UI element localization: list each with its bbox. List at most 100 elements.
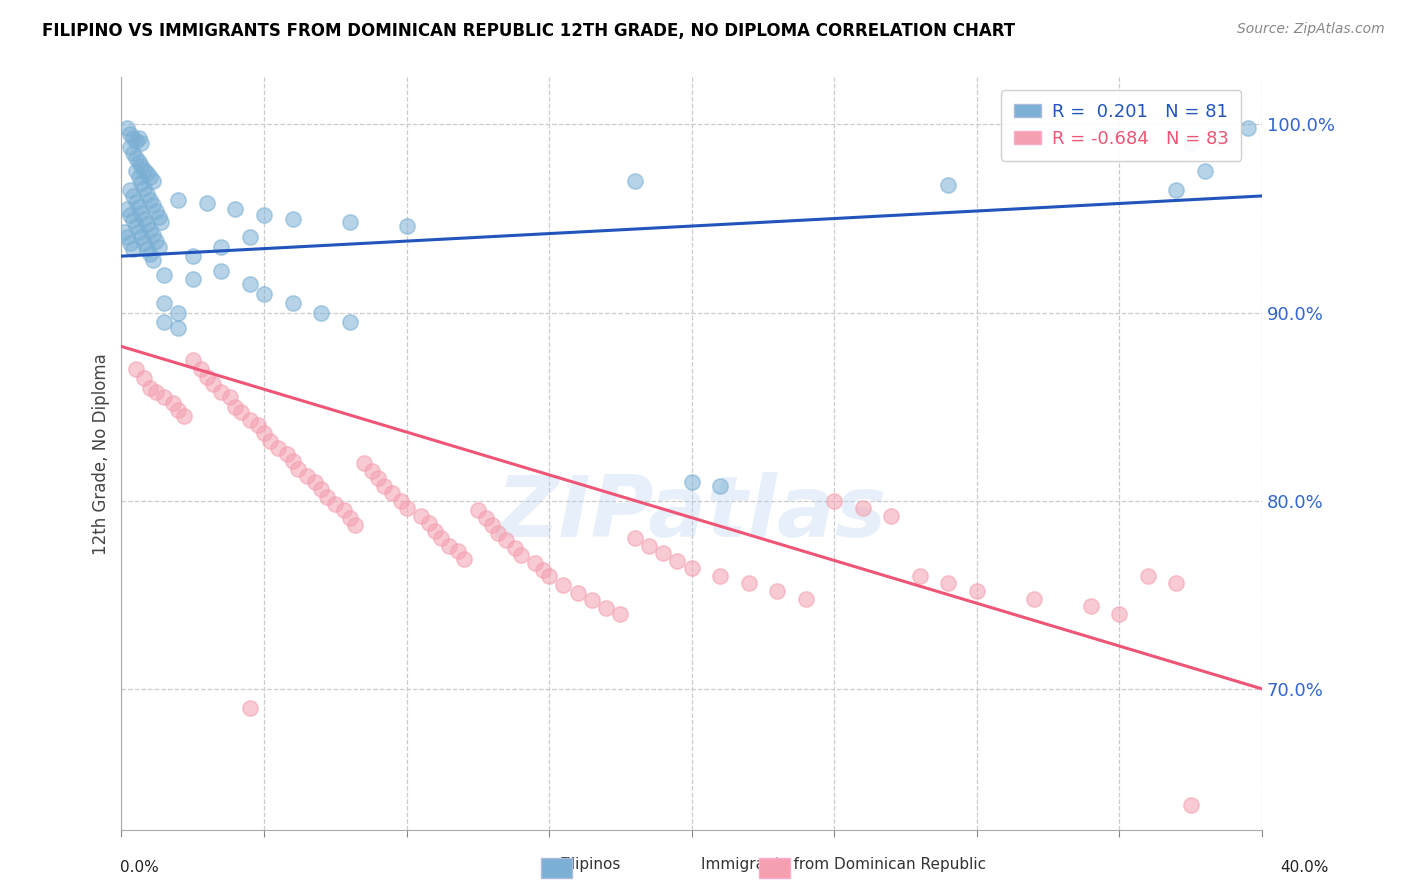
Point bbox=[523, 556, 546, 570]
Point bbox=[353, 456, 375, 470]
Point bbox=[125, 164, 148, 178]
Point bbox=[167, 403, 190, 417]
Point bbox=[344, 518, 367, 533]
Point bbox=[395, 219, 418, 233]
Point bbox=[333, 503, 356, 517]
Point bbox=[339, 215, 361, 229]
Point bbox=[134, 371, 156, 385]
Point bbox=[1194, 164, 1216, 178]
Point bbox=[281, 296, 304, 310]
Point bbox=[148, 210, 170, 224]
Point bbox=[167, 305, 190, 319]
Point bbox=[201, 377, 224, 392]
Point bbox=[287, 461, 309, 475]
Point bbox=[118, 140, 141, 154]
Point bbox=[453, 552, 475, 566]
Point bbox=[609, 607, 631, 621]
Point bbox=[136, 217, 159, 231]
Point bbox=[553, 578, 575, 592]
Point bbox=[936, 178, 959, 192]
Point bbox=[224, 202, 246, 216]
Point bbox=[666, 554, 689, 568]
Point bbox=[142, 228, 165, 243]
Point bbox=[766, 584, 789, 599]
Point bbox=[418, 516, 440, 531]
Point bbox=[253, 286, 276, 301]
Point bbox=[128, 200, 150, 214]
Point bbox=[623, 174, 645, 188]
Point bbox=[447, 544, 470, 558]
Point bbox=[173, 409, 195, 423]
Point bbox=[136, 242, 159, 256]
Point bbox=[852, 501, 875, 516]
Point bbox=[1166, 576, 1188, 591]
Point bbox=[709, 478, 731, 492]
Point bbox=[139, 193, 162, 207]
Point bbox=[181, 249, 204, 263]
Point bbox=[794, 591, 817, 606]
Point bbox=[112, 225, 135, 239]
Point bbox=[167, 320, 190, 334]
Point bbox=[115, 230, 138, 244]
Point bbox=[121, 242, 143, 256]
Point bbox=[134, 211, 156, 226]
Point bbox=[153, 296, 176, 310]
Point bbox=[239, 277, 262, 292]
Point bbox=[125, 362, 148, 376]
Point bbox=[908, 569, 931, 583]
Point bbox=[709, 569, 731, 583]
Point bbox=[131, 159, 153, 173]
Point bbox=[121, 145, 143, 160]
Text: 40.0%: 40.0% bbox=[1281, 861, 1329, 875]
Point bbox=[239, 700, 262, 714]
Text: Source: ZipAtlas.com: Source: ZipAtlas.com bbox=[1237, 22, 1385, 37]
Point bbox=[323, 498, 346, 512]
Point bbox=[309, 305, 332, 319]
Point bbox=[1208, 130, 1230, 145]
Point bbox=[880, 508, 903, 523]
Point bbox=[361, 464, 384, 478]
Point bbox=[1236, 121, 1258, 136]
Point bbox=[131, 176, 153, 190]
Text: Immigrants from Dominican Republic: Immigrants from Dominican Republic bbox=[702, 857, 986, 872]
Point bbox=[239, 413, 262, 427]
Text: Filipinos: Filipinos bbox=[560, 857, 621, 872]
Point bbox=[139, 381, 162, 395]
Point bbox=[567, 586, 589, 600]
Point bbox=[148, 240, 170, 254]
Point bbox=[503, 541, 526, 555]
Point bbox=[681, 475, 703, 489]
Point bbox=[153, 268, 176, 282]
Point bbox=[1180, 798, 1202, 813]
Point bbox=[339, 315, 361, 329]
Point bbox=[115, 202, 138, 216]
Point bbox=[595, 601, 617, 615]
Point bbox=[167, 193, 190, 207]
Point bbox=[538, 569, 561, 583]
Point bbox=[395, 501, 418, 516]
Point bbox=[439, 539, 461, 553]
Point bbox=[486, 525, 509, 540]
Point bbox=[475, 510, 498, 524]
Point bbox=[139, 247, 162, 261]
Point bbox=[142, 174, 165, 188]
Text: ZIPatlas: ZIPatlas bbox=[496, 473, 887, 556]
Point bbox=[467, 503, 489, 517]
Point bbox=[259, 434, 281, 448]
Point bbox=[136, 166, 159, 180]
Point bbox=[145, 234, 167, 248]
Point bbox=[652, 546, 675, 560]
Point bbox=[115, 121, 138, 136]
Point bbox=[315, 490, 337, 504]
Point bbox=[153, 390, 176, 404]
Point bbox=[195, 196, 218, 211]
Point bbox=[1080, 599, 1102, 613]
Point bbox=[429, 532, 451, 546]
Point bbox=[125, 219, 148, 233]
Point bbox=[142, 198, 165, 212]
Point bbox=[581, 593, 603, 607]
Point bbox=[190, 362, 212, 376]
Point bbox=[195, 369, 218, 384]
Point bbox=[128, 155, 150, 169]
Point bbox=[209, 240, 232, 254]
